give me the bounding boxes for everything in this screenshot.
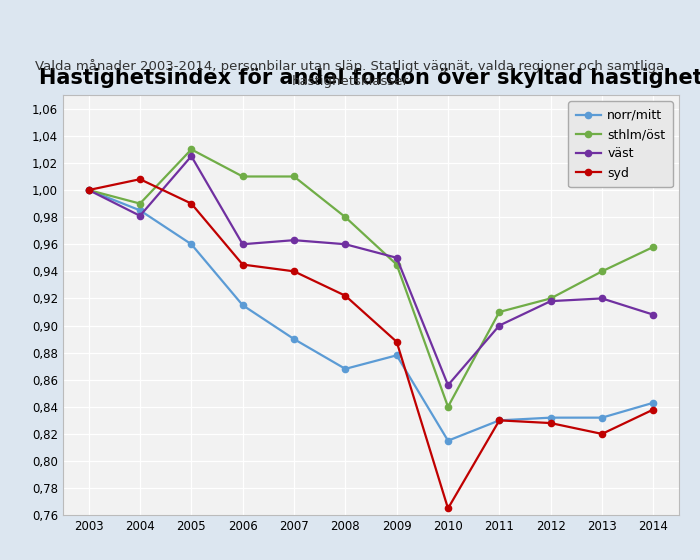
- sthlm/öst: [547, 295, 555, 302]
- Line: väst: väst: [85, 153, 657, 388]
- Legend: norr/mitt, sthlm/öst, väst, syd: norr/mitt, sthlm/öst, väst, syd: [568, 101, 673, 187]
- väst: [239, 241, 247, 248]
- Text: Valda månader 2003-2014, personbilar utan släp. Statligt vägnät, valda regioner : Valda månader 2003-2014, personbilar uta…: [36, 59, 664, 88]
- norr/mitt: [341, 366, 349, 372]
- syd: [393, 338, 401, 345]
- Line: syd: syd: [85, 176, 657, 511]
- väst: [495, 322, 503, 329]
- norr/mitt: [598, 414, 606, 421]
- norr/mitt: [85, 186, 93, 193]
- syd: [444, 505, 452, 512]
- sthlm/öst: [495, 309, 503, 315]
- väst: [598, 295, 606, 302]
- väst: [444, 382, 452, 389]
- norr/mitt: [444, 437, 452, 444]
- norr/mitt: [136, 207, 144, 214]
- väst: [136, 212, 144, 219]
- sthlm/öst: [393, 261, 401, 268]
- väst: [290, 237, 298, 244]
- väst: [649, 311, 657, 318]
- väst: [341, 241, 349, 248]
- syd: [495, 417, 503, 424]
- sthlm/öst: [290, 173, 298, 180]
- syd: [85, 186, 93, 193]
- Line: sthlm/öst: sthlm/öst: [85, 146, 657, 410]
- sthlm/öst: [649, 244, 657, 250]
- syd: [341, 292, 349, 299]
- syd: [598, 431, 606, 437]
- sthlm/öst: [598, 268, 606, 275]
- sthlm/öst: [187, 146, 195, 153]
- väst: [187, 153, 195, 160]
- norr/mitt: [495, 417, 503, 424]
- syd: [187, 200, 195, 207]
- syd: [239, 261, 247, 268]
- norr/mitt: [547, 414, 555, 421]
- väst: [393, 254, 401, 261]
- syd: [649, 406, 657, 413]
- sthlm/öst: [239, 173, 247, 180]
- Title: Hastighetsindex för andel fordon över skyltad hastighet: Hastighetsindex för andel fordon över sk…: [39, 68, 700, 88]
- norr/mitt: [187, 241, 195, 248]
- sthlm/öst: [85, 186, 93, 193]
- väst: [547, 298, 555, 305]
- syd: [136, 176, 144, 183]
- sthlm/öst: [444, 403, 452, 410]
- syd: [547, 419, 555, 426]
- syd: [290, 268, 298, 275]
- väst: [85, 186, 93, 193]
- sthlm/öst: [136, 200, 144, 207]
- norr/mitt: [290, 335, 298, 342]
- Line: norr/mitt: norr/mitt: [85, 187, 657, 444]
- sthlm/öst: [341, 214, 349, 221]
- norr/mitt: [649, 399, 657, 406]
- norr/mitt: [239, 302, 247, 309]
- norr/mitt: [393, 352, 401, 359]
